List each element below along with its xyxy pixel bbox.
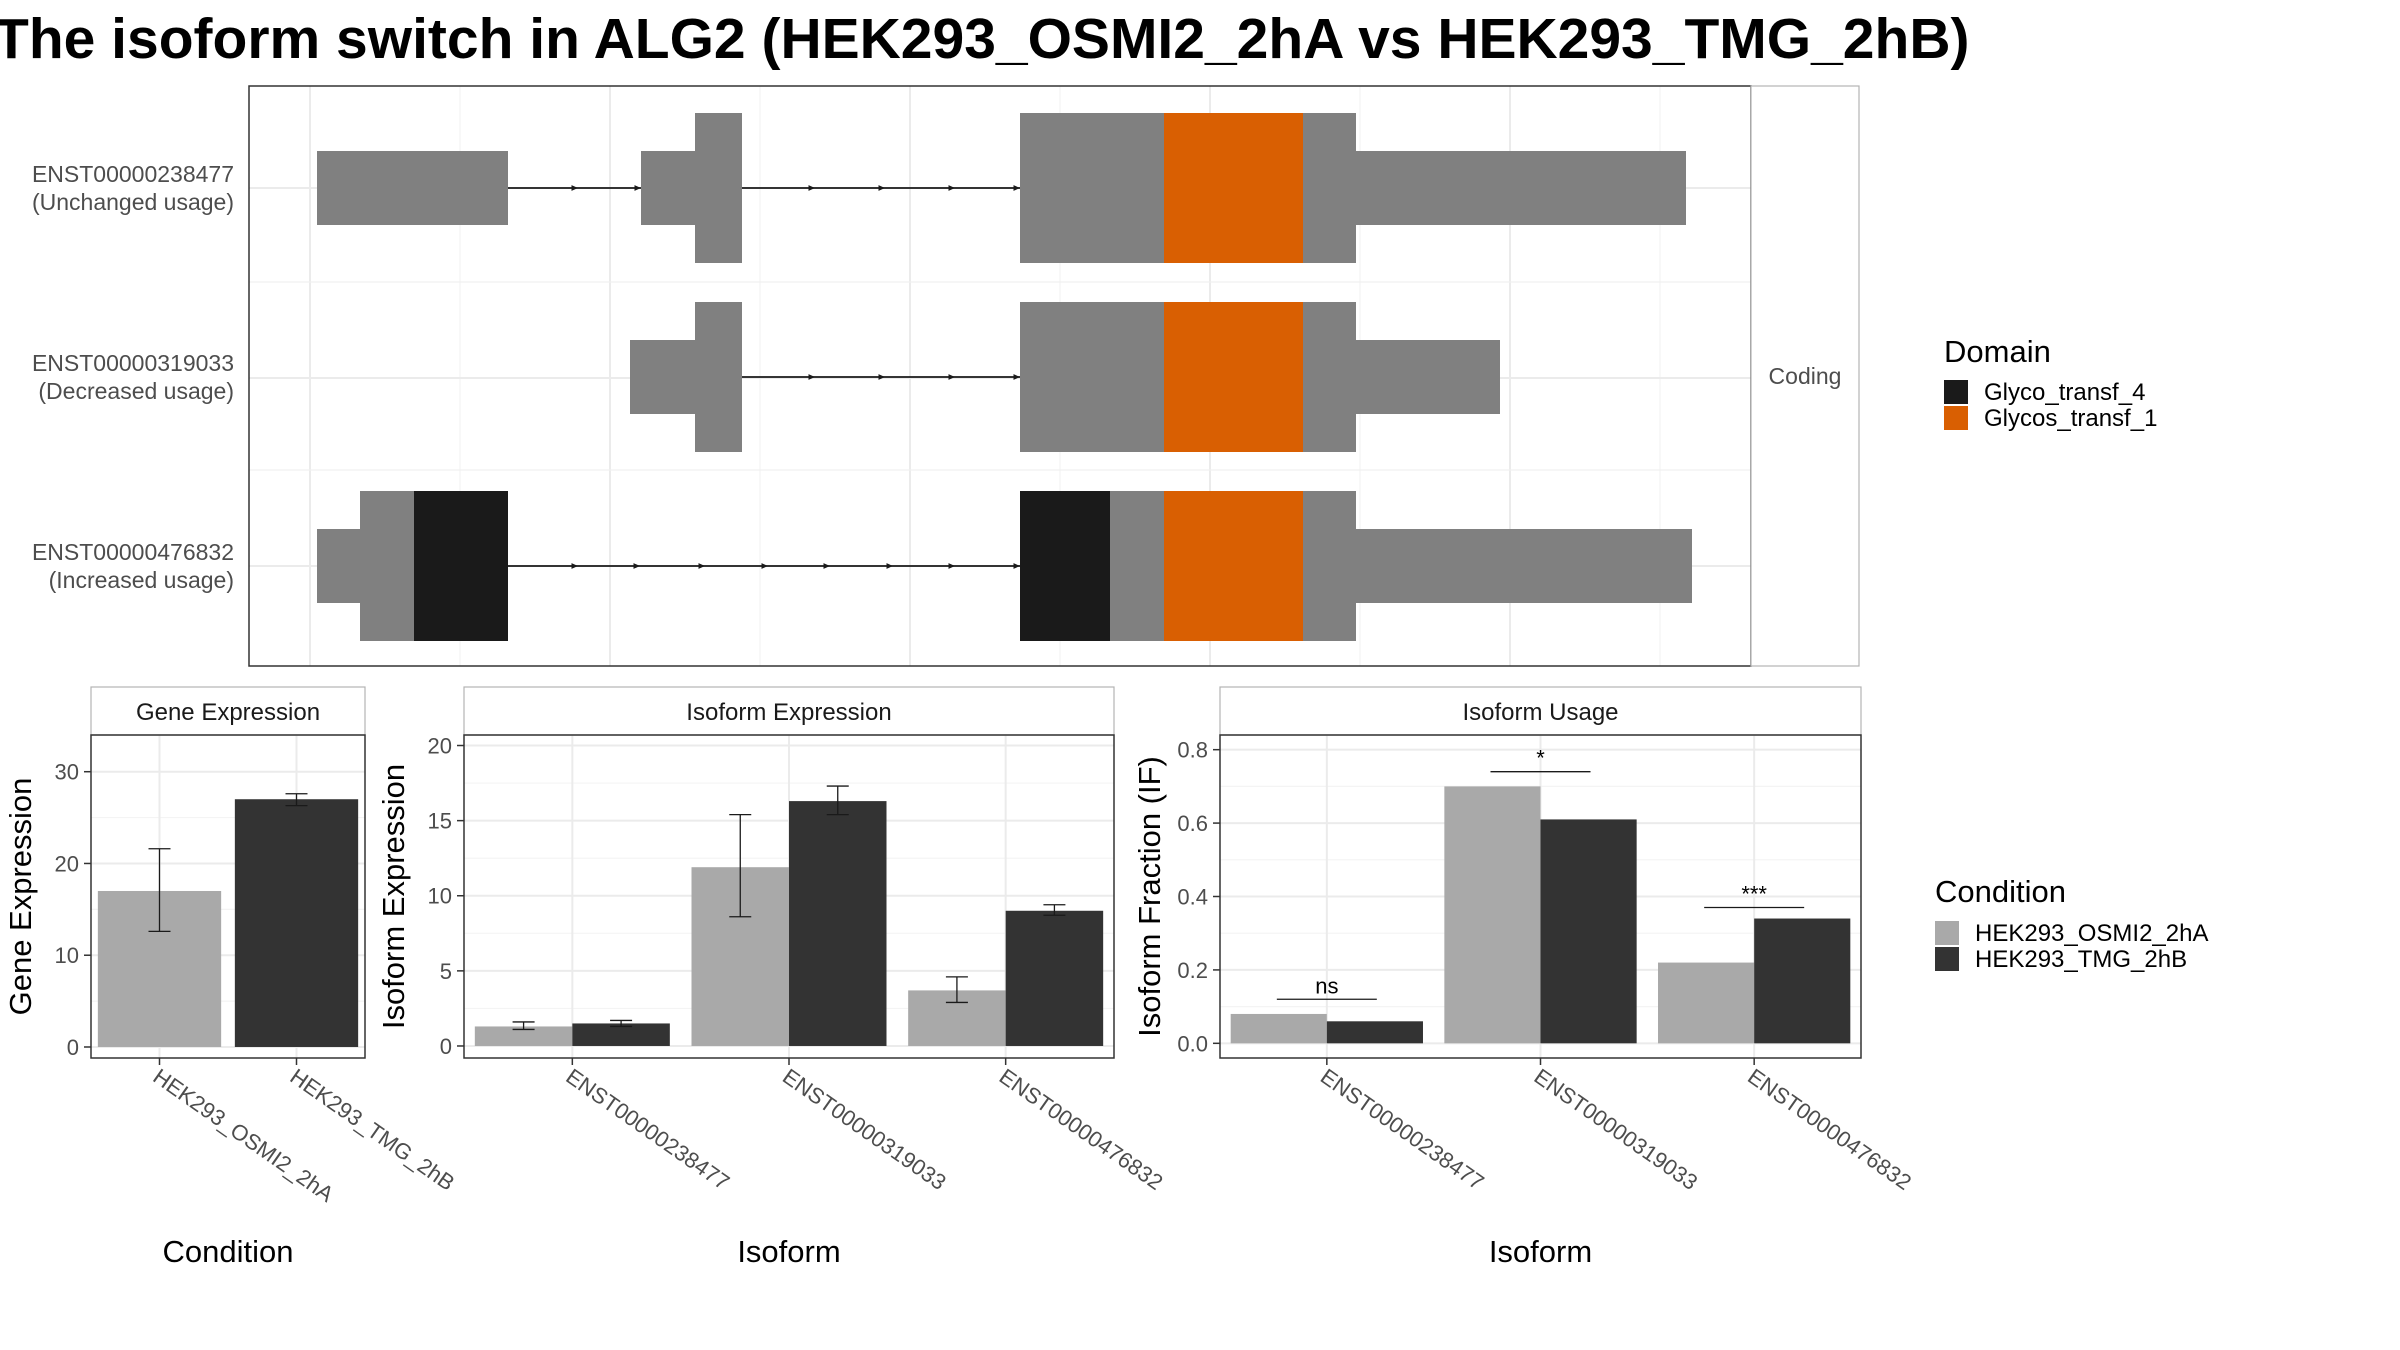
exon-block <box>1356 340 1500 414</box>
exon-block <box>1110 491 1164 641</box>
domain-block <box>1164 302 1303 452</box>
exon-block <box>1303 113 1356 263</box>
bar <box>1444 786 1541 1044</box>
transcript-structure-panel: Coding ENST00000238477(Unchanged usage) E… <box>32 85 1860 667</box>
x-axis-title: Condition <box>163 1234 294 1269</box>
y-tick-label: 20 <box>55 851 79 876</box>
y-tick-label: 0.2 <box>1177 958 1208 983</box>
y-tick-label: 20 <box>428 734 452 759</box>
exon-block <box>317 529 360 603</box>
isoform-usage-label: (Unchanged usage) <box>32 189 234 215</box>
y-tick-label: 10 <box>428 884 452 909</box>
legend-key <box>1944 406 1968 430</box>
bar <box>1230 1013 1327 1044</box>
exon-block <box>1020 113 1164 263</box>
x-tick-label: ENST00000319033 <box>778 1064 951 1195</box>
isoform-id-label: ENST00000238477 <box>32 161 234 187</box>
legend-label: Glycos_transf_1 <box>1984 405 2157 432</box>
y-tick-label: 0.4 <box>1177 885 1208 910</box>
transcript-row <box>317 491 1692 641</box>
panel-title: Gene Expression <box>136 699 320 726</box>
legend-key <box>1935 947 1959 971</box>
bar <box>474 1026 573 1046</box>
y-tick-label: 5 <box>440 959 452 984</box>
exon-block <box>630 340 695 414</box>
facet-strip-label: Coding <box>1769 363 1842 389</box>
panel-strip <box>90 686 366 736</box>
y-tick-label: 0.0 <box>1177 1031 1208 1056</box>
panel-title: Isoform Usage <box>1462 699 1618 726</box>
figure-title: The isoform switch in ALG2 (HEK293_OSMI2… <box>0 7 1969 71</box>
exon-block <box>1020 302 1164 452</box>
y-axis-title: Isoform Fraction (IF) <box>1132 756 1167 1037</box>
x-tick-label: ENST00000476832 <box>1743 1064 1916 1195</box>
bar <box>1540 819 1637 1044</box>
bar <box>1658 962 1755 1044</box>
chart-panel: Isoform Expression 0 5 10 15 20 ENST0000023847… <box>376 686 1168 1269</box>
x-tick-label: ENST00000476832 <box>995 1064 1168 1195</box>
exon-block <box>317 151 508 225</box>
exon-block <box>695 113 742 263</box>
y-tick-label: 10 <box>55 943 79 968</box>
x-tick-label: ENST00000238477 <box>1316 1064 1489 1195</box>
x-axis-title: Isoform <box>1489 1234 1592 1269</box>
x-tick-label: ENST00000319033 <box>1530 1064 1703 1195</box>
y-axis-title: Isoform Expression <box>376 764 411 1029</box>
panel-title: Isoform Expression <box>686 699 891 726</box>
isoform-usage-label: (Decreased usage) <box>38 378 234 404</box>
y-axis-title: Gene Expression <box>3 778 38 1016</box>
domain-legend-title: Domain <box>1944 334 2051 369</box>
y-tick-label: 0.6 <box>1177 811 1208 836</box>
legend-key <box>1935 921 1959 945</box>
bar <box>572 1023 670 1046</box>
exon-block <box>1356 529 1692 603</box>
chart-panel: Isoform Usagens****0.00.20.40.60.8ENST00… <box>1132 686 1916 1269</box>
panel-strip <box>1219 686 1862 736</box>
isoform-id-label: ENST00000476832 <box>32 539 234 565</box>
isoform-usage-label: (Increased usage) <box>49 567 234 593</box>
bar <box>234 799 359 1047</box>
panel-strip <box>463 686 1115 736</box>
y-tick-label: 30 <box>55 760 79 785</box>
legend-label: HEK293_TMG_2hB <box>1975 946 2187 973</box>
facet-strip <box>1750 85 1860 667</box>
y-tick-label: 0.8 <box>1177 738 1208 763</box>
y-tick-label: 15 <box>428 809 452 834</box>
legend-label: HEK293_OSMI2_2hA <box>1975 920 2208 947</box>
transcript-row <box>317 113 1686 263</box>
domain-block <box>1164 491 1303 641</box>
exon-block <box>695 302 742 452</box>
domain-block <box>414 491 508 641</box>
x-axis-title: Isoform <box>737 1234 840 1269</box>
isoform-id-label: ENST00000319033 <box>32 350 234 376</box>
exon-block <box>1303 491 1356 641</box>
legend-label: Glyco_transf_4 <box>1984 379 2145 406</box>
domain-block <box>1164 113 1303 263</box>
bar <box>789 801 887 1046</box>
x-tick-label: ENST00000238477 <box>561 1064 734 1195</box>
y-tick-label: 0 <box>67 1035 79 1060</box>
bar <box>1754 918 1851 1044</box>
exon-block <box>360 491 414 641</box>
significance-label: ns <box>1315 973 1338 998</box>
transcript-row <box>630 302 1500 452</box>
y-tick-label: 0 <box>440 1034 452 1059</box>
exon-block <box>1356 151 1686 225</box>
exon-block <box>1303 302 1356 452</box>
bar <box>1005 910 1104 1046</box>
domain-block <box>1020 491 1110 641</box>
legend-key <box>1944 380 1968 404</box>
exon-block <box>641 151 695 225</box>
bar <box>1326 1021 1423 1044</box>
panel-border <box>90 734 366 1059</box>
condition-legend-title: Condition <box>1935 874 2066 909</box>
significance-label: * <box>1536 746 1545 771</box>
significance-label: *** <box>1741 882 1767 907</box>
